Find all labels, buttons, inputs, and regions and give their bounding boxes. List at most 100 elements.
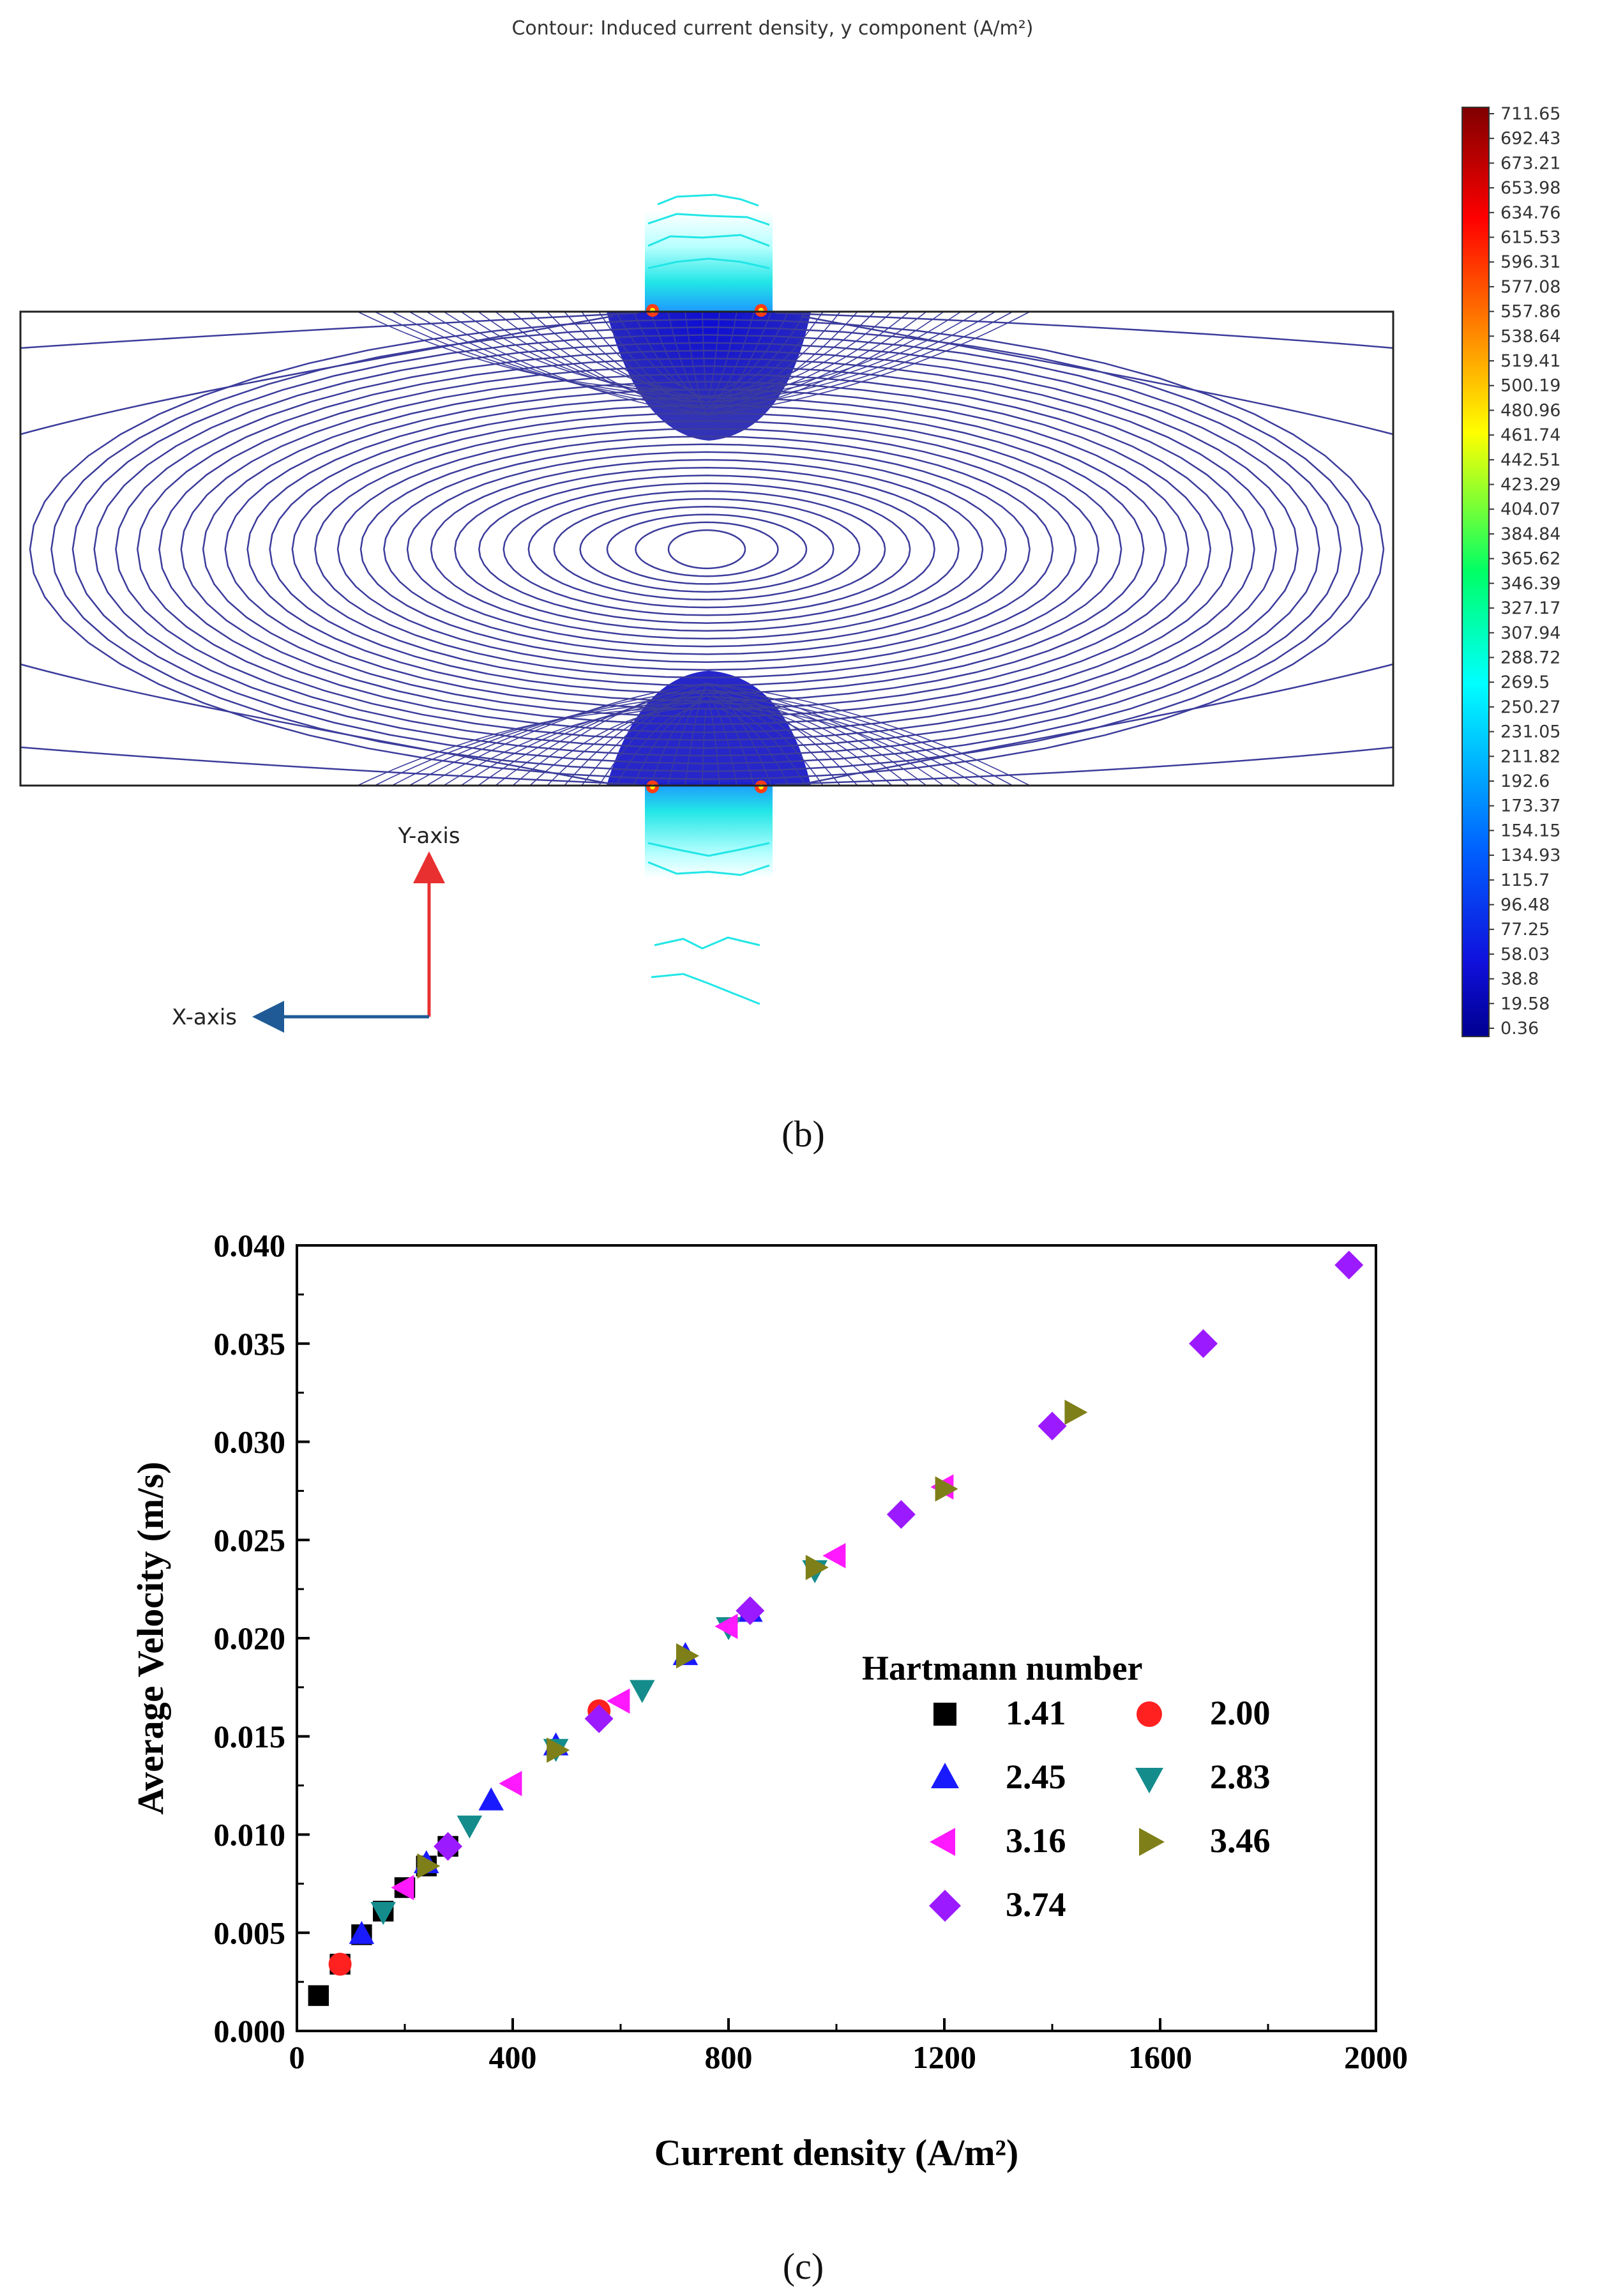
contour-fan-line	[547, 702, 707, 786]
data-point-3.16	[499, 1770, 522, 1797]
contour-fan-line	[529, 708, 707, 786]
colorbar-tick-label: 519.41	[1500, 351, 1560, 371]
data-point-3.46	[417, 1853, 441, 1879]
contour-fan-line	[391, 311, 707, 403]
contour-line	[314, 420, 1099, 679]
contour-fan-line	[616, 311, 707, 391]
contour-line	[553, 498, 861, 601]
contour-line	[224, 388, 1190, 710]
colorbar-tick-label: 288.72	[1500, 648, 1560, 667]
contour-plot	[19, 194, 1394, 1005]
colorbar-tick-label: 442.51	[1500, 450, 1560, 470]
legend-label: 1.41	[1006, 1694, 1066, 1732]
data-points	[308, 1251, 1364, 2006]
electrode-contour	[647, 234, 770, 247]
x-axis-title: Current density (A/m²)	[654, 2132, 1018, 2173]
bottom-electrode-field	[645, 782, 773, 878]
contour-line-outer	[20, 746, 1394, 786]
plot-area	[296, 1244, 1377, 2032]
data-point-3.74	[736, 1596, 765, 1625]
colorbar-tick-label: 711.65	[1500, 104, 1560, 124]
x-tick-label: 1200	[912, 2039, 976, 2075]
colorbar-tick-label: 231.05	[1500, 722, 1560, 742]
contour-fan-line	[706, 311, 737, 403]
top-electrode-field	[645, 211, 773, 313]
colorbar-tick-label: 154.15	[1500, 821, 1560, 840]
contour-fan-line	[706, 311, 1013, 409]
colorbar-tick-label: 96.48	[1500, 895, 1550, 915]
data-point-3.46	[805, 1555, 829, 1581]
colorbar-tick-label: 173.37	[1500, 796, 1560, 816]
legend: Hartmann number 1.41 2.00 2.45 2.83 3.16 3.46…	[862, 1649, 1271, 1924]
contour-line-outer	[20, 315, 1394, 436]
contour-line	[667, 529, 746, 570]
bottom-core	[607, 671, 811, 786]
contour-fan-line	[706, 696, 824, 786]
panel-c: 0 400 800 1200 1600 2000 0.000 0.005 0.010 0.015…	[130, 1228, 1408, 2287]
contour-line	[430, 459, 984, 640]
data-point-3.74	[1038, 1411, 1067, 1441]
contour-fan-line	[495, 311, 707, 409]
contour-fan-line	[706, 702, 720, 786]
contour-line	[606, 513, 808, 585]
contour-fan-line	[706, 683, 858, 786]
colorbar-tick-label: 384.84	[1500, 524, 1560, 544]
colorbar-tick-label: 327.17	[1500, 598, 1560, 618]
legend-marker-2.45	[931, 1763, 959, 1788]
contour-line	[406, 451, 1008, 648]
data-point-1.41	[308, 1985, 329, 2006]
colorbar-tick-label: 480.96	[1500, 400, 1560, 420]
contour-fan-line	[706, 702, 893, 786]
contour-line	[158, 365, 1255, 733]
contour-fan-line	[564, 311, 707, 403]
colorbar-tick-label: 211.82	[1500, 747, 1560, 766]
contour-fan-line	[598, 683, 707, 786]
contour-fan-line	[633, 702, 707, 786]
contour-fan-line	[460, 702, 707, 786]
contour-fan-line	[706, 311, 806, 397]
electrode-contour-lines	[647, 194, 770, 1005]
data-point-3.74	[434, 1832, 463, 1861]
colorbar-tick-label: 538.64	[1500, 326, 1560, 346]
contour-fan-line	[706, 311, 996, 403]
legend-label: 3.74	[1006, 1885, 1066, 1924]
y-tick-label: 0.020	[214, 1620, 286, 1656]
electrode-contour	[647, 257, 770, 270]
contour-line	[93, 342, 1320, 757]
contour-line	[50, 326, 1363, 773]
contour-fan-line	[391, 696, 707, 786]
electrode-contour	[657, 194, 759, 207]
legend-label: 2.00	[1210, 1694, 1271, 1732]
contour-line	[635, 521, 779, 577]
contour-fan-line	[706, 311, 755, 409]
contour-fan-line	[706, 311, 893, 397]
contour-fan-line	[512, 311, 707, 416]
contour-fan-line	[684, 311, 707, 416]
contour-fan-line	[706, 311, 772, 416]
electrode-contour	[651, 973, 760, 1005]
colorbar-tick-label: 346.39	[1500, 574, 1560, 593]
electrode-contour	[647, 842, 770, 857]
colorbar-tick-label: 0.36	[1500, 1019, 1539, 1038]
x-tick-label: 0	[289, 2039, 305, 2075]
data-point-2.45	[349, 1920, 375, 1944]
contour-line	[202, 381, 1212, 718]
data-point-3.74	[584, 1704, 614, 1733]
contour-line-outer	[20, 663, 1394, 786]
contour-fan-line	[495, 689, 707, 786]
colorbar-tick-label: 77.25	[1500, 920, 1550, 939]
legend-marker-3.46	[1139, 1828, 1165, 1856]
colorbar-tick-label: 673.21	[1500, 153, 1560, 173]
colorbar-tick-label: 653.98	[1500, 178, 1560, 198]
contour-fan-line	[650, 696, 707, 786]
contour-fan-line	[357, 311, 707, 391]
colorbar-tick-label: 58.03	[1500, 945, 1550, 964]
x-axis-title-text: Current density (A/m²)	[654, 2132, 1018, 2173]
y-tick-label: 0.035	[214, 1326, 286, 1362]
channel-frame	[19, 310, 1394, 787]
contour-fan-line	[706, 311, 720, 397]
contour-fan-line	[706, 696, 737, 786]
contour-fan-line	[426, 683, 707, 786]
contour-fan-line	[581, 689, 707, 786]
contour-fan-line	[706, 311, 1031, 416]
